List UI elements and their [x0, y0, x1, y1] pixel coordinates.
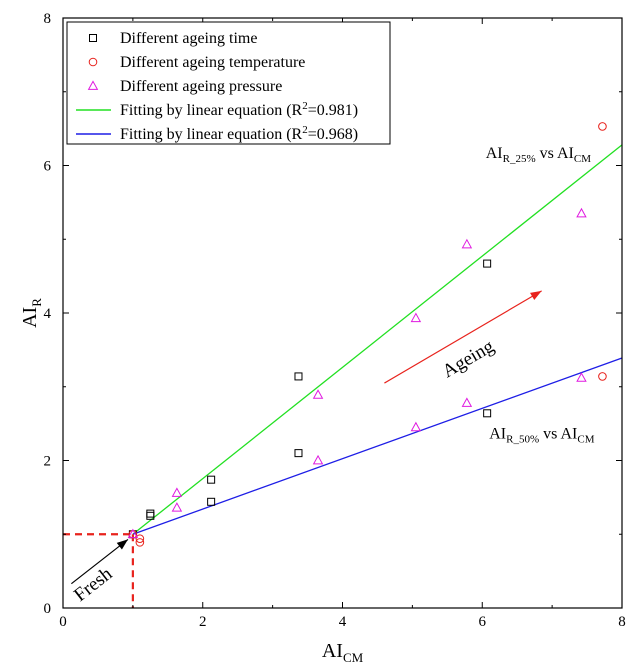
axes: 00 2 2 4 4 6 6 8 8 AICM AIR — [19, 11, 626, 663]
legend-swatch-square — [89, 34, 97, 42]
data-point-triangle — [127, 528, 139, 539]
data-point-triangle — [576, 207, 587, 218]
data-point-square — [146, 511, 155, 520]
x-tick-label: 0 — [59, 614, 67, 630]
data-point-square — [483, 259, 492, 268]
annotation-ai-r-25: AIR_25% vs AICM — [486, 145, 591, 165]
data-point-triangle — [461, 238, 473, 249]
ageing-arrow-line — [384, 290, 542, 384]
y-tick-label: 8 — [44, 11, 52, 27]
data-point-triangle — [576, 372, 587, 382]
fit-line-2 — [132, 357, 623, 535]
fit-line-1 — [132, 144, 623, 535]
legend-entry-1: Different ageing time — [120, 30, 257, 47]
x-tick-label: 6 — [479, 614, 487, 630]
data-point-circle — [598, 122, 607, 131]
data-point-triangle — [461, 397, 473, 407]
x-tick-label: 4 — [339, 614, 347, 630]
ageing-arrow-head — [530, 290, 542, 301]
data-point-square — [207, 475, 216, 484]
x-tick-label: 2 — [199, 614, 207, 630]
data-point-triangle — [171, 502, 183, 512]
annotation-ai-r-50: AIR_50% vs AICM — [489, 425, 594, 445]
data-point-square — [146, 509, 155, 518]
fresh-reference — [63, 533, 134, 608]
data-point-triangle — [410, 421, 422, 432]
legend-entry-4: Fitting by linear equation (R2=0.981) — [120, 100, 358, 119]
data-point-circle — [135, 538, 145, 547]
data-point-square — [294, 372, 303, 381]
x-axis-label: AICM — [322, 640, 364, 663]
data-point-triangle — [410, 312, 422, 323]
y-tick-label: 2 — [44, 454, 52, 470]
y-tick-label: 6 — [44, 159, 52, 175]
data-point-square — [207, 497, 216, 506]
data-point-triangle — [312, 389, 324, 399]
y-tick-label: 0 — [44, 601, 52, 617]
fresh-arrow-head — [116, 539, 128, 550]
legend-swatch-triangle — [87, 80, 99, 90]
y-axis-label: AIR — [19, 298, 44, 328]
data-points — [127, 122, 607, 547]
legend-box — [66, 21, 391, 145]
x-tick-label: 8 — [618, 614, 626, 630]
fresh-arrow-line — [71, 538, 129, 585]
y-tick-label: 4 — [44, 306, 52, 322]
legend-swatch-circle — [88, 57, 98, 67]
data-point-circle — [598, 372, 607, 381]
legend-entry-5: Fitting by linear equation (R2=0.968) — [120, 124, 358, 143]
fresh-label: Fresh — [70, 563, 117, 606]
legend-entry-3: Different ageing pressure — [120, 78, 282, 95]
legend-entry-2: Different ageing temperature — [120, 54, 305, 71]
data-point-circle — [135, 534, 145, 543]
data-point-square — [483, 409, 492, 418]
data-point-triangle — [171, 487, 183, 497]
legend: Different ageing time Different ageing te… — [66, 21, 391, 145]
fit-lines — [132, 144, 623, 535]
data-point-triangle — [312, 454, 324, 465]
ageing-label: Ageing — [439, 336, 498, 383]
data-point-square — [294, 449, 303, 458]
